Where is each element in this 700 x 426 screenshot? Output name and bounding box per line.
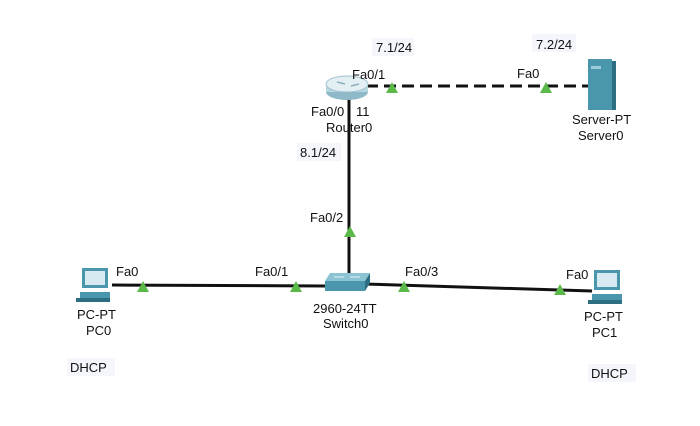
switch-icon[interactable]	[325, 273, 370, 291]
address-label: 8.1/24	[300, 145, 336, 160]
port-label: Fa0	[116, 264, 138, 279]
link-pc0-switch[interactable]	[111, 283, 327, 288]
switch-model-label: 2960-24TT	[313, 301, 377, 316]
pc0-model-label: PC-PT	[77, 307, 116, 322]
router-name-label: Router0	[326, 120, 372, 135]
port-up-indicator	[554, 284, 566, 295]
pc-icon[interactable]	[588, 270, 622, 304]
port-up-indicator	[290, 281, 302, 292]
server-icon[interactable]	[588, 59, 616, 110]
pc1-name-label: PC1	[592, 325, 617, 340]
router-model-label: 11	[356, 104, 370, 119]
port-label: Fa0/1	[255, 264, 288, 279]
pc1-model-label: PC-PT	[584, 309, 623, 324]
port-up-indicator	[398, 281, 410, 292]
pc0-note: DHCP	[70, 360, 107, 375]
switch-name-label: Switch0	[323, 316, 369, 331]
address-label: 7.2/24	[536, 37, 572, 52]
address-label: 7.1/24	[376, 40, 412, 55]
port-label: Fa0/0	[311, 104, 344, 119]
port-label: Fa0	[517, 66, 539, 81]
port-up-indicator	[386, 82, 398, 93]
port-label: Fa0/2	[310, 210, 343, 225]
port-label: Fa0/3	[405, 264, 438, 279]
port-up-indicator	[137, 281, 149, 292]
server-name-label: Server0	[578, 128, 624, 143]
router-icon[interactable]	[325, 75, 369, 100]
server-model-label: Server-PT	[572, 112, 631, 127]
port-up-indicator	[344, 226, 356, 237]
port-up-indicator	[540, 82, 552, 93]
port-label: Fa0	[566, 267, 588, 282]
port-label: Fa0/1	[352, 67, 385, 82]
pc-icon[interactable]	[76, 268, 110, 302]
pc0-name-label: PC0	[86, 323, 111, 338]
pc1-note: DHCP	[591, 366, 628, 381]
